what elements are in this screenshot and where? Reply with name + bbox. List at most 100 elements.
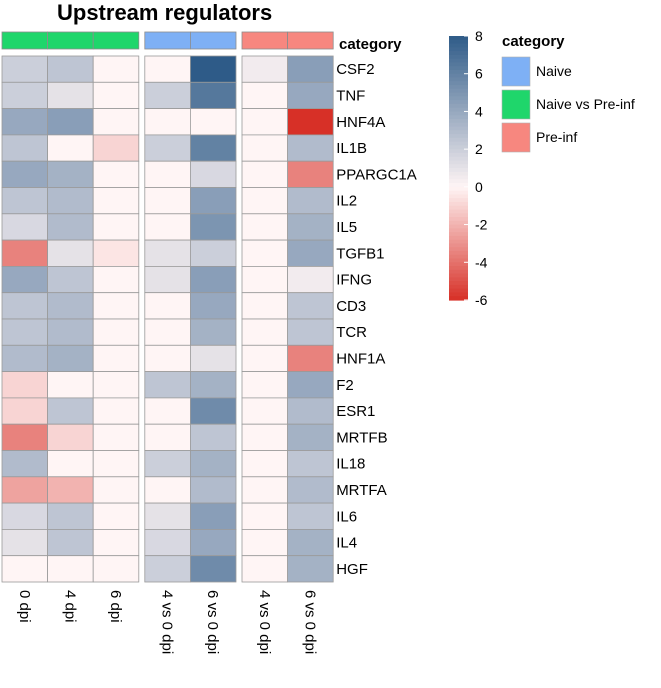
row-label: IL1B (336, 140, 367, 157)
legend-label: Pre-inf (536, 129, 577, 145)
heatmap-cell (241, 476, 288, 504)
heatmap-cell (47, 555, 94, 583)
heatmap-cell (47, 450, 94, 478)
heatmap-cell (189, 187, 237, 215)
row-label: TCR (336, 324, 367, 341)
colorbar-segment (449, 88, 468, 94)
heatmap-cell (47, 160, 94, 188)
colorbar-segment (449, 168, 468, 173)
heatmap-cell (1, 239, 48, 267)
heatmap-cell (189, 134, 237, 162)
colorbar-segment (449, 164, 468, 169)
heatmap-cell (144, 318, 191, 346)
heatmap-cell (241, 344, 288, 372)
heatmap-cell (144, 108, 191, 136)
heatmap-cell (47, 371, 94, 399)
heatmap-cell (47, 318, 94, 346)
heatmap-cell (1, 187, 48, 215)
colorbar-segment (449, 118, 468, 124)
colorbar-segment (449, 92, 468, 97)
heatmap-cell (144, 423, 191, 451)
heatmap-cell (1, 81, 48, 110)
colorbar-segment (449, 243, 468, 248)
heatmap-cell (287, 318, 334, 346)
heatmap-cell (92, 344, 140, 372)
heatmap-cell (1, 134, 48, 162)
heatmap-cell (1, 423, 48, 451)
heatmap-cell (47, 213, 94, 241)
heatmap-cell (92, 529, 140, 557)
row-label: MRTFA (336, 482, 387, 499)
heatmap-cell (47, 239, 94, 267)
colorbar-segment (449, 232, 468, 237)
heatmap-cell (47, 344, 94, 372)
colorbar-segment (449, 51, 468, 56)
heatmap-cell (1, 502, 48, 530)
colorbar-segment (449, 58, 468, 63)
heatmap-cell (287, 55, 334, 83)
heatmap-cell (287, 160, 334, 188)
category-legend: category Naive Naive vs Pre-inf Pre-inf (501, 33, 635, 153)
row-label: IL2 (336, 193, 357, 210)
colorbar-segment (449, 66, 468, 71)
colorbar-segment (449, 134, 468, 139)
heatmap-cell (144, 555, 191, 583)
heatmap-cell (92, 134, 140, 162)
legend-label: Naive vs Pre-inf (536, 96, 635, 112)
column-label: 0 dpi (16, 590, 33, 623)
colorbar-segment (449, 228, 468, 233)
row-label: HNF4A (336, 114, 385, 131)
heatmap-cell (47, 55, 94, 83)
heatmap-cell (189, 502, 237, 530)
heatmap-cell (287, 239, 334, 267)
colorbar-segment (449, 107, 468, 113)
column-label: 4 dpi (61, 590, 78, 623)
colorbar-tick-label: -6 (475, 292, 488, 308)
heatmap-cells (1, 55, 334, 583)
heatmap-cell (144, 450, 191, 478)
colorbar-segment (449, 85, 468, 90)
colorbar-segment (449, 103, 468, 109)
heatmap-cell (92, 318, 140, 346)
heatmap-cell (241, 160, 288, 188)
heatmap-cell (144, 371, 191, 399)
heatmap-cell (47, 108, 94, 136)
colorbar-segment (449, 288, 468, 294)
heatmap-cell (189, 213, 237, 241)
heatmap-cell (287, 371, 334, 399)
heatmap-cell (47, 187, 94, 215)
heatmap-cell (1, 450, 48, 478)
heatmap-cell (241, 555, 288, 583)
heatmap-cell (92, 476, 140, 504)
colorbar-tick-label: -4 (475, 254, 488, 270)
heatmap-cell (92, 81, 140, 110)
row-labels: CSF2 TNF HNF4A IL1B PPARGC1A IL2 IL5 TGFB1 IFNG C… (336, 61, 417, 578)
heatmap-cell (144, 187, 191, 215)
heatmap-cell (189, 108, 237, 136)
colorbar-segment (449, 186, 468, 192)
legend-title: category (502, 33, 565, 50)
heatmap-cell (189, 397, 237, 425)
colorbar-segment (449, 54, 468, 60)
heatmap-cell (1, 529, 48, 557)
colorbar-segment (449, 273, 468, 278)
row-label: IFNG (336, 272, 372, 289)
colorbar-segment (449, 111, 468, 116)
heatmap-cell (92, 397, 140, 425)
colorbar-segment (449, 145, 468, 150)
colorbar-segment (449, 183, 468, 188)
colorbar-segment (449, 39, 468, 45)
heatmap-cell (144, 265, 191, 294)
colorbar-segment (449, 171, 468, 177)
heatmap-cell (47, 476, 94, 504)
heatmap-cell (241, 292, 288, 320)
colorbar-segment (449, 122, 468, 128)
heatmap-cell (189, 371, 237, 399)
heatmap-cell (189, 292, 237, 320)
heatmap-cell (1, 108, 48, 136)
heatmap-cell (144, 55, 191, 83)
colorbar-segment (449, 247, 468, 252)
heatmap-cell (92, 239, 140, 267)
category-annotation-cell (47, 31, 94, 50)
colorbar-segment (449, 175, 468, 180)
